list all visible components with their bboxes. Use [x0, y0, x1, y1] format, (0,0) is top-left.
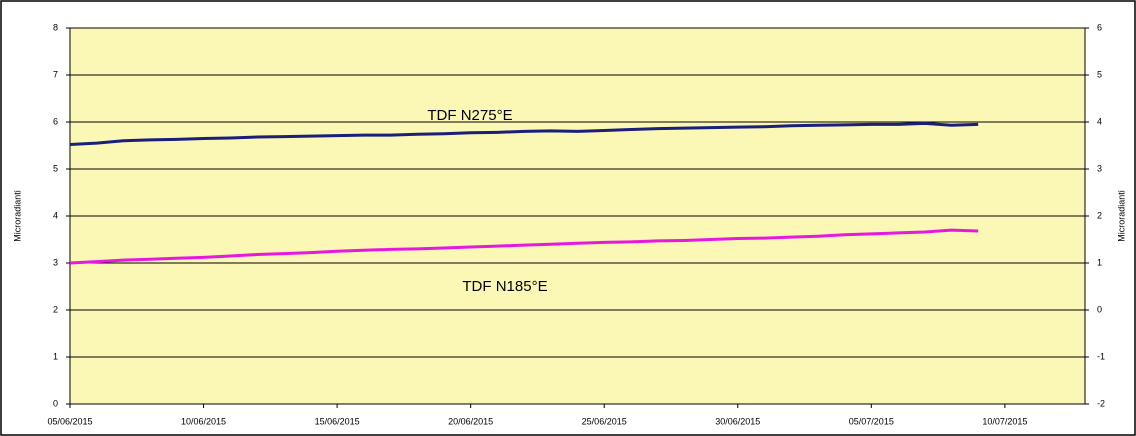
y-tick-label: 0: [53, 398, 58, 408]
annotation: TDF N275°E: [427, 107, 512, 124]
y-tick-label: 6: [53, 116, 58, 126]
y2-tick-label: -2: [1097, 398, 1105, 408]
y2-tick-label: 4: [1097, 116, 1102, 126]
x-tick-label: 30/06/2015: [715, 416, 760, 426]
y2-tick-label: 3: [1097, 163, 1102, 173]
x-tick-label: 05/07/2015: [849, 416, 894, 426]
annotation: TDF N185°E: [462, 278, 547, 295]
y-tick-label: 1: [53, 351, 58, 361]
y2-tick-label: 6: [1097, 22, 1102, 32]
y2-tick-label: 2: [1097, 210, 1102, 220]
x-tick-label: 15/06/2015: [315, 416, 360, 426]
x-tick-label: 10/06/2015: [181, 416, 226, 426]
x-tick-label: 05/06/2015: [47, 416, 92, 426]
y2-tick-label: 0: [1097, 304, 1102, 314]
y2-tick-label: 1: [1097, 257, 1102, 267]
y2-axis-label: Microradianti: [1116, 190, 1126, 242]
series-line: [69, 228, 979, 265]
x-tick-label: 25/06/2015: [582, 416, 627, 426]
x-tick-label: 20/06/2015: [448, 416, 493, 426]
y-tick-label: 2: [53, 304, 58, 314]
y-tick-label: 7: [53, 69, 58, 79]
series-line: [69, 121, 979, 147]
y-tick-label: 3: [53, 257, 58, 267]
x-tick-label: 10/07/2015: [982, 416, 1027, 426]
y-tick-label: 5: [53, 163, 58, 173]
y-tick-label: 4: [53, 210, 58, 220]
y2-tick-label: 5: [1097, 69, 1102, 79]
y-axis-label: Microradianti: [12, 190, 22, 242]
y-tick-label: 8: [53, 22, 58, 32]
y2-tick-label: -1: [1097, 351, 1105, 361]
